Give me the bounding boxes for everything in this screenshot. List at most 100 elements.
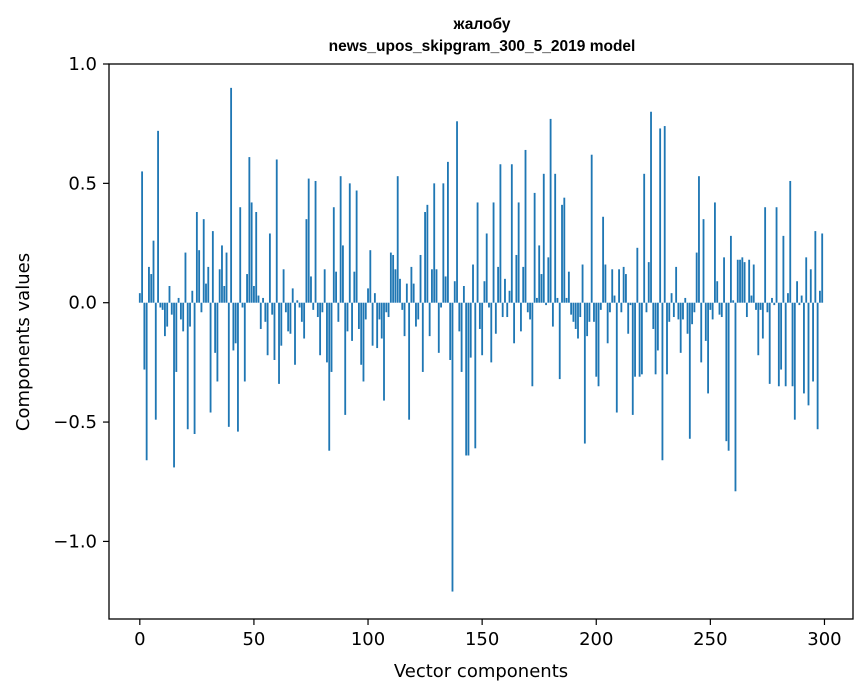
bar-114 bbox=[399, 278, 401, 303]
bar-186 bbox=[563, 197, 566, 303]
bar-239 bbox=[684, 297, 687, 303]
bar-198 bbox=[590, 154, 593, 303]
bar-205 bbox=[606, 302, 609, 344]
bar-232 bbox=[668, 302, 671, 322]
bar-13 bbox=[168, 286, 171, 303]
bar-53 bbox=[259, 302, 262, 329]
bar-227 bbox=[656, 302, 659, 351]
bar-165 bbox=[515, 254, 518, 303]
bar-272 bbox=[759, 302, 762, 310]
bar-157 bbox=[497, 266, 500, 303]
bar-57 bbox=[268, 233, 271, 303]
bar-73 bbox=[305, 219, 308, 303]
bar-67 bbox=[291, 288, 294, 303]
bar-81 bbox=[323, 269, 326, 303]
bar-48 bbox=[248, 157, 251, 303]
bar-86 bbox=[335, 271, 337, 303]
bar-259 bbox=[729, 235, 732, 303]
bar-151 bbox=[483, 281, 486, 303]
bar-244 bbox=[695, 252, 698, 303]
bar-258 bbox=[727, 302, 730, 451]
bar-180 bbox=[549, 118, 552, 303]
bar-133 bbox=[442, 183, 445, 303]
bar-19 bbox=[182, 302, 185, 332]
y-axis-ticks: 1.0 0.5 0.0 −0.5 −1.0 bbox=[53, 54, 109, 552]
bar-274 bbox=[764, 207, 767, 303]
bar-78 bbox=[316, 302, 319, 318]
bar-298 bbox=[819, 290, 821, 303]
y-tick-label: 1.0 bbox=[68, 54, 97, 75]
bar-278 bbox=[773, 302, 776, 306]
bar-231 bbox=[666, 302, 668, 375]
bar-261 bbox=[734, 302, 737, 492]
bar-161 bbox=[506, 302, 509, 318]
bar-110 bbox=[389, 252, 392, 303]
bar-132 bbox=[440, 302, 442, 308]
bar-172 bbox=[531, 302, 534, 387]
bar-79 bbox=[319, 302, 322, 356]
bar-21 bbox=[186, 302, 189, 430]
bar-143 bbox=[465, 302, 468, 456]
bar-270 bbox=[755, 302, 757, 310]
bar-213 bbox=[625, 274, 627, 303]
bar-100 bbox=[367, 288, 369, 303]
bar-29 bbox=[205, 283, 207, 303]
bar-76 bbox=[312, 302, 315, 310]
bar-208 bbox=[613, 295, 616, 303]
bar-158 bbox=[499, 164, 502, 303]
bar-255 bbox=[720, 302, 723, 318]
bar-193 bbox=[579, 302, 582, 318]
bar-80 bbox=[321, 302, 324, 313]
bar-156 bbox=[494, 302, 497, 334]
bar-184 bbox=[558, 302, 561, 380]
bar-285 bbox=[789, 180, 792, 303]
bar-294 bbox=[809, 269, 812, 303]
bar-52 bbox=[257, 295, 260, 303]
bar-283 bbox=[784, 302, 787, 387]
bar-30 bbox=[207, 266, 210, 303]
bar-134 bbox=[444, 276, 447, 303]
bar-171 bbox=[529, 302, 531, 320]
bar-290 bbox=[800, 295, 803, 303]
bar-185 bbox=[561, 204, 563, 303]
x-tick-label: 50 bbox=[242, 629, 265, 650]
chart-title: жалобу bbox=[453, 16, 511, 33]
bar-42 bbox=[234, 302, 237, 344]
bar-34 bbox=[216, 302, 219, 382]
bar-22 bbox=[189, 302, 191, 327]
bar-61 bbox=[278, 302, 280, 384]
bar-35 bbox=[218, 269, 221, 303]
bar-271 bbox=[757, 302, 760, 356]
bar-27 bbox=[200, 302, 203, 313]
bar-62 bbox=[280, 302, 283, 346]
bar-6 bbox=[152, 240, 155, 303]
bar-164 bbox=[513, 302, 516, 344]
bar-276 bbox=[768, 302, 771, 384]
bar-84 bbox=[330, 302, 333, 372]
bar-243 bbox=[693, 302, 696, 313]
bar-16 bbox=[175, 302, 178, 372]
bar-219 bbox=[638, 302, 641, 377]
bar-246 bbox=[700, 302, 703, 363]
bar-163 bbox=[510, 164, 513, 303]
bar-167 bbox=[520, 302, 522, 332]
bar-7 bbox=[154, 302, 157, 420]
bar-88 bbox=[339, 176, 342, 303]
bar-247 bbox=[702, 219, 705, 303]
bar-260 bbox=[732, 300, 735, 303]
bar-225 bbox=[652, 302, 655, 329]
bar-89 bbox=[342, 245, 344, 303]
bar-297 bbox=[816, 302, 819, 430]
bar-241 bbox=[688, 302, 691, 439]
bar-15 bbox=[173, 302, 175, 468]
bar-267 bbox=[748, 259, 751, 303]
bar-148 bbox=[476, 202, 479, 303]
bar-281 bbox=[780, 302, 783, 370]
bar-147 bbox=[474, 302, 477, 449]
bar-182 bbox=[554, 173, 557, 303]
bar-289 bbox=[798, 302, 801, 306]
bar-101 bbox=[369, 250, 372, 303]
bar-166 bbox=[517, 202, 520, 303]
y-axis-label: Components values bbox=[13, 253, 34, 431]
bar-5 bbox=[150, 274, 153, 303]
